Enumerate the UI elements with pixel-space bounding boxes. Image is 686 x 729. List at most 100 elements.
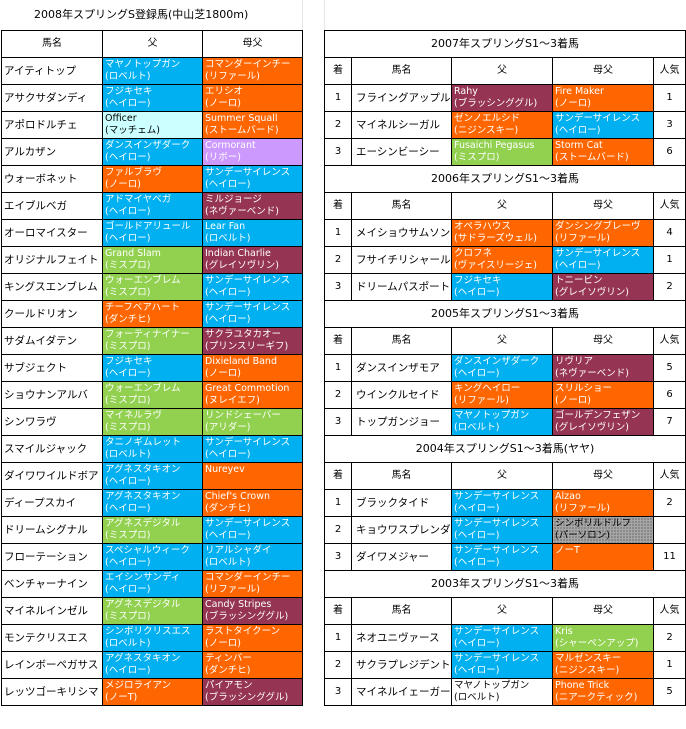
horse-name-cell: フローテーション: [1, 543, 103, 571]
dam-sire-cell-line2: (ヘイロー): [555, 125, 601, 136]
horse-name-cell: フライングアップル: [351, 84, 452, 112]
dam-sire-cell: ミルジョージ (ネヴァーベンド): [202, 192, 303, 220]
sire-cell-line1: Grand Slam: [105, 248, 161, 259]
sire-cell-line1: ウォーエンブレム: [105, 275, 181, 286]
result-header-cell: 母父: [552, 327, 654, 355]
result-header-cell: 母父: [552, 192, 654, 220]
entry-row: フローテーション スペシャルウィーク (ヘイロー) リアルシャダイ (ロベルト): [1, 543, 303, 571]
dam-sire-cell-line1: ミルジョージ: [205, 194, 262, 205]
sire-cell-line1: アドマイヤベガ: [105, 194, 172, 205]
result-row: 2 ウインクルセイド キングヘイロー (リファール) スリルショー (ノーロ) 6: [324, 381, 686, 409]
dam-sire-cell-line1: Great Commotion: [205, 383, 290, 394]
sire-cell-line1: マヤノトップガン: [454, 680, 530, 691]
entry-row: ダイワワイルドボア アグネスタキオン (ヘイロー) Nureyev: [1, 462, 303, 490]
rank-cell: 3: [324, 678, 352, 706]
dam-sire-cell-line2: (ヘイロー): [555, 260, 601, 271]
popularity-cell: 5: [653, 354, 686, 382]
sire-cell-line2: (ヘイロー): [454, 287, 500, 298]
rank-cell: 3: [324, 138, 352, 166]
popularity-cell: 6: [653, 381, 686, 409]
sire-cell-line2: (ヘイロー): [105, 476, 151, 487]
dam-sire-cell-line1: パイアモン: [205, 680, 253, 691]
entry-row: アルカザン ダンスインザダーク (ヘイロー) Cormorant (リボー): [1, 138, 303, 166]
sire-cell-line1: マイネルラヴ: [105, 410, 163, 421]
result-header-cell: 人気: [653, 327, 686, 355]
entry-row: キングスエンブレム ウォーエンブレム (ミスプロ) サンデーサイレンス (ヘイロー): [1, 273, 303, 301]
dam-sire-cell-line2: (グレイソヴリン): [555, 422, 629, 433]
dam-sire-cell: サンデーサイレンス (ヘイロー): [202, 273, 303, 301]
sire-cell-line2: (ミスプロ): [105, 260, 151, 271]
sire-cell: アグネスタキオン (ヘイロー): [102, 462, 203, 490]
rank-cell: 3: [324, 408, 352, 436]
dam-sire-cell-line2: (ヘイロー): [205, 179, 251, 190]
section-heading: 2005年スプリングS1～3着馬: [324, 300, 686, 328]
horse-name-cell: レインボーペガサス: [1, 651, 103, 679]
popularity-cell: 5: [653, 678, 686, 706]
entry-row: オーロマイスター ゴールドアリュール (ヘイロー) Lear Fan (ロベルト): [1, 219, 303, 247]
sire-cell: マヤノトップガン (ロベルト): [102, 57, 203, 85]
sire-cell-line2: (マッチェム): [105, 125, 160, 136]
sire-cell-line1: キングヘイロー: [454, 383, 521, 394]
rank-cell: 2: [324, 111, 352, 139]
dam-sire-cell-line1: エリシオ: [205, 86, 244, 97]
dam-sire-cell-line2: (リファール): [205, 71, 260, 82]
section-heading: 2004年スプリングS1～3着馬(ヤヤ): [324, 435, 686, 463]
result-header-cell: 着: [324, 57, 352, 85]
horse-name-cell: ダイワメジャー: [351, 543, 452, 571]
sire-cell: アグネスタキオン (ヘイロー): [102, 489, 203, 517]
horse-name-cell: アルカザン: [1, 138, 103, 166]
section-heading-row: 2007年スプリングS1～3着馬: [324, 30, 686, 58]
entry-row: ウォーボネット ファルブラヴ (ノーロ) サンデーサイレンス (ヘイロー): [1, 165, 303, 193]
horse-name-cell: キョウワスプレンダ: [351, 516, 452, 544]
result-row: 1 メイショウサムソン オペラハウス (サドラーズウェル) ダンシングブレーヴ (リファー…: [324, 219, 686, 247]
result-header-cell: 父: [451, 597, 553, 625]
horse-name-cell: マイネルイェーガー: [351, 678, 452, 706]
dam-sire-cell-line1: Alzao: [555, 491, 581, 502]
sire-cell: サンデーサイレンス (ヘイロー): [451, 516, 553, 544]
sire-cell-line1: チーフベアハート: [105, 302, 181, 313]
popularity-cell: 11: [653, 543, 686, 571]
sire-cell: Rahy (ブラッシンググル): [451, 84, 553, 112]
sire-cell: キングヘイロー (リファール): [451, 381, 553, 409]
sire-cell-line1: マヤノトップガン: [105, 59, 181, 70]
sire-cell-line1: アグネスタキオン: [105, 464, 181, 475]
dam-sire-cell-line1: ノーT: [555, 545, 580, 556]
past-results-table: 2007年スプリングS1～3着馬着馬名父母父 人気 1 フライングアップル Rahy (ブ…: [324, 30, 686, 706]
rank-cell: 2: [324, 246, 352, 274]
dam-sire-cell-line1: サクラユタカオー: [205, 329, 282, 340]
dam-sire-cell: サンデーサイレンス (ヘイロー): [202, 300, 303, 328]
sire-cell-line2: (ヘイロー): [105, 584, 151, 595]
sire-cell: サンデーサイレンス (ヘイロー): [451, 489, 553, 517]
dam-sire-cell: サンデーサイレンス (ヘイロー): [202, 516, 303, 544]
sire-cell-line1: シンボリクリスエス: [105, 626, 191, 637]
sire-cell: サンデーサイレンス (ヘイロー): [451, 624, 553, 652]
sire-cell-line2: (ヘイロー): [454, 368, 500, 379]
dam-sire-cell-line2: (ロベルト): [205, 233, 251, 244]
dam-sire-cell-line2: (グレイソヴリン): [205, 260, 279, 271]
dam-sire-cell: Summer Squall (ストームバード): [202, 111, 303, 139]
sire-cell: アグネスタキオン (ヘイロー): [102, 651, 203, 679]
horse-name-cell: モンテクリスエス: [1, 624, 103, 652]
rank-cell: 3: [324, 273, 352, 301]
result-header-cell: 着: [324, 462, 352, 490]
dam-sire-cell-line2: (シャーペンアップ): [555, 638, 639, 649]
sire-cell-line2: (ヘイロー): [105, 503, 151, 514]
dam-sire-cell-line2: [205, 476, 302, 488]
dam-sire-cell-line2: (リボー): [205, 152, 241, 163]
horse-name-cell: メイショウサムソン: [351, 219, 452, 247]
horse-name-cell: ダイワワイルドボア: [1, 462, 103, 490]
sire-cell-line2: (ヘイロー): [454, 503, 500, 514]
sire-cell: ダンスインザダーク (ヘイロー): [451, 354, 553, 382]
dam-sire-cell: サクラユタカオー (プリンスリーギフ): [202, 327, 303, 355]
dam-sire-cell-line1: シンボリルドルフ: [555, 518, 632, 529]
dam-sire-cell: スリルショー (ノーロ): [552, 381, 654, 409]
sire-cell: ファルブラヴ (ノーロ): [102, 165, 203, 193]
sire-cell-line1: ゼンノエルシド: [454, 113, 521, 124]
section-heading-row: 2004年スプリングS1～3着馬(ヤヤ): [324, 435, 686, 463]
dam-sire-cell: Lear Fan (ロベルト): [202, 219, 303, 247]
entry-row: ショウナンアルバ ウォーエンブレム (ミスプロ) Great Commotion (ヌレ…: [1, 381, 303, 409]
sire-cell-line1: サンデーサイレンス: [454, 626, 540, 637]
dam-sire-cell-line2: (ダンチヒ): [205, 665, 251, 676]
dam-sire-cell-line1: リアルシャダイ: [205, 545, 272, 556]
